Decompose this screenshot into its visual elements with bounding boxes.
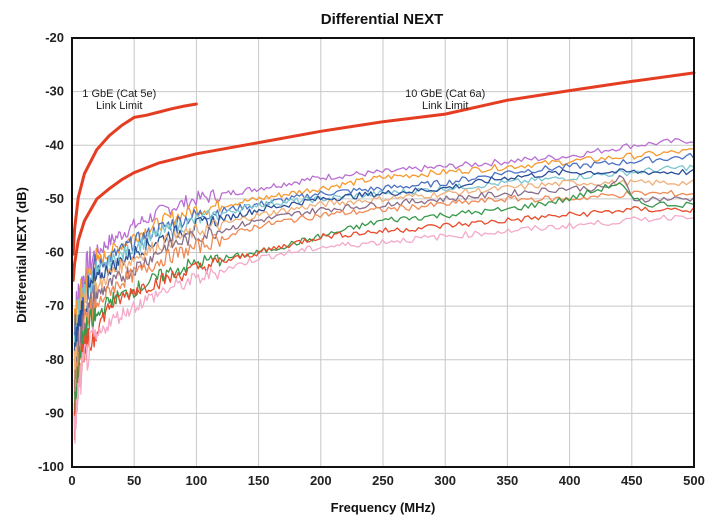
measurement-trace-5 — [73, 168, 695, 366]
annotation-line: 10 GbE (Cat 6a) — [405, 88, 485, 100]
x-tick-label: 100 — [186, 473, 208, 488]
measurement-trace-8 — [73, 189, 695, 419]
x-tick-label: 150 — [248, 473, 270, 488]
measurement-trace-1 — [73, 138, 695, 331]
annotation-line: 1 GbE (Cat 5e) — [82, 88, 156, 100]
measurement-trace-7 — [73, 174, 695, 396]
y-tick-label: -30 — [45, 84, 64, 99]
y-tick-label: -70 — [45, 298, 64, 313]
x-tick-label: 250 — [372, 473, 394, 488]
y-tick-label: -80 — [45, 352, 64, 367]
limit-layer — [71, 71, 696, 282]
y-axis-title: Differential NEXT (dB) — [14, 187, 29, 323]
x-tick-label: 400 — [559, 473, 581, 488]
plot-frame — [71, 37, 695, 468]
link-limit-annotation-2: 10 GbE (Cat 6a)Link Limit — [405, 88, 485, 112]
annotation-line: Link Limit — [422, 100, 468, 112]
annotation-line: Link Limit — [96, 100, 142, 112]
measurement-trace-10 — [73, 205, 695, 441]
measurement-trace-3 — [73, 152, 695, 355]
y-tick-label: -50 — [45, 191, 64, 206]
limit-line-2 — [71, 71, 696, 282]
x-tick-label: 500 — [683, 473, 705, 488]
tick-layer: 0 50 100 150 200 250 300 350 400 450 500 -100 -90 -80… — [38, 30, 705, 488]
x-tick-label: 200 — [310, 473, 332, 488]
measurement-trace-4 — [73, 164, 695, 364]
x-axis-title: Frequency (MHz) — [331, 500, 436, 515]
y-tick-label: -60 — [45, 245, 64, 260]
measurement-trace-9 — [73, 182, 695, 425]
chart-title: Differential NEXT — [321, 11, 444, 28]
x-tick-label: 450 — [621, 473, 643, 488]
y-tick-label: -40 — [45, 137, 64, 152]
x-tick-label: 50 — [127, 473, 141, 488]
x-tick-label: 300 — [434, 473, 456, 488]
y-tick-label: -20 — [45, 30, 64, 45]
y-tick-label: -90 — [45, 405, 64, 420]
y-tick-label: -100 — [38, 459, 64, 474]
link-limit-annotation-1: 1 GbE (Cat 5e)Link Limit — [82, 88, 156, 112]
x-tick-label: 0 — [68, 473, 75, 488]
measurement-trace-6 — [73, 179, 695, 382]
x-tick-label: 350 — [497, 473, 519, 488]
series-layer — [73, 138, 695, 444]
grid-layer — [71, 37, 695, 468]
limit-line-1 — [71, 102, 198, 256]
measurement-trace-11 — [73, 214, 695, 444]
